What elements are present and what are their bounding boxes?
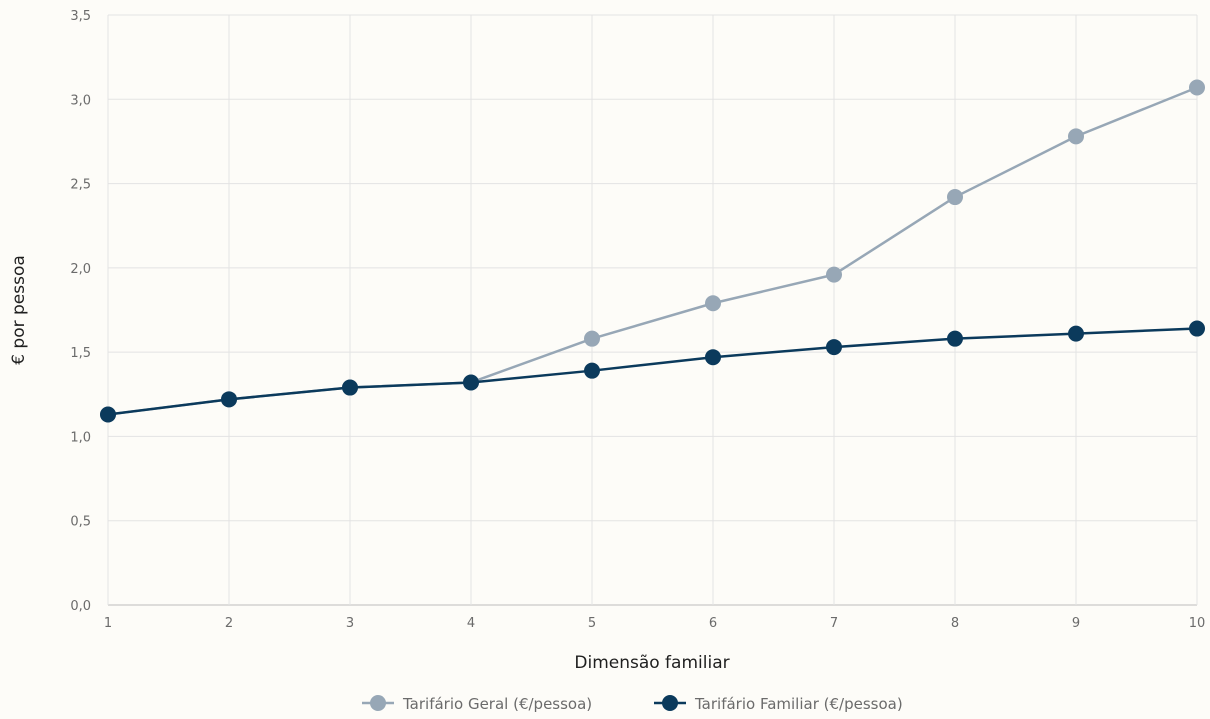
x-tick-label: 4 <box>467 616 475 631</box>
series-line <box>107 86 1198 416</box>
data-point <box>705 295 721 312</box>
data-point <box>1189 320 1205 337</box>
data-point <box>463 374 479 391</box>
data-point <box>342 379 358 396</box>
x-tick-label: 8 <box>951 616 959 631</box>
y-tick-label: 0,0 <box>70 599 91 614</box>
y-tick-label: 3,0 <box>70 93 91 108</box>
data-point <box>947 330 963 347</box>
data-point <box>826 266 842 283</box>
x-tick-label: 2 <box>225 616 233 631</box>
y-tick-label: 0,5 <box>70 515 91 530</box>
series-familiar <box>100 320 1205 423</box>
series-layer <box>100 79 1205 423</box>
legend-item-geral: Tarifário Geral (€/pessoa) <box>362 695 592 713</box>
y-tick-label: 3,5 <box>70 9 91 24</box>
legend: Tarifário Geral (€/pessoa) Tarifário Fam… <box>362 695 903 713</box>
x-axis-title: Dimensão familiar <box>574 653 729 673</box>
grid-layer <box>107 14 1198 606</box>
series-geral <box>100 79 1205 423</box>
x-tick-label: 1 <box>104 616 112 631</box>
legend-marker-geral <box>370 695 386 711</box>
series-line <box>107 327 1198 416</box>
x-tick-label: 7 <box>830 616 838 631</box>
data-point <box>584 362 600 379</box>
x-tick-label: 5 <box>588 616 596 631</box>
x-tick-label: 6 <box>709 616 717 631</box>
x-tick-label: 3 <box>346 616 354 631</box>
data-point <box>1068 128 1084 145</box>
y-tick-label: 2,0 <box>70 262 91 277</box>
data-point <box>1189 79 1205 96</box>
data-point <box>705 349 721 366</box>
data-point <box>584 330 600 347</box>
legend-label-familiar: Tarifário Familiar (€/pessoa) <box>694 695 903 713</box>
legend-item-familiar: Tarifário Familiar (€/pessoa) <box>654 695 903 713</box>
y-tick-label: 2,5 <box>70 178 91 193</box>
data-point <box>221 391 237 408</box>
legend-marker-familiar <box>662 695 678 711</box>
y-axis-title: € por pessoa <box>9 255 29 365</box>
legend-label-geral: Tarifário Geral (€/pessoa) <box>402 695 592 713</box>
data-point <box>100 406 116 423</box>
data-point <box>826 339 842 356</box>
y-tick-label: 1,0 <box>70 430 91 445</box>
axis-layer: 0,0 0,5 1,0 1,5 2,0 2,5 3,0 3,5 1 2 3 4 5 6 7 8 9 10 <box>70 9 1205 631</box>
data-point <box>1068 325 1084 342</box>
x-tick-label: 10 <box>1189 616 1206 631</box>
data-point <box>947 189 963 206</box>
y-tick-label: 1,5 <box>70 346 91 361</box>
x-tick-label: 9 <box>1072 616 1080 631</box>
